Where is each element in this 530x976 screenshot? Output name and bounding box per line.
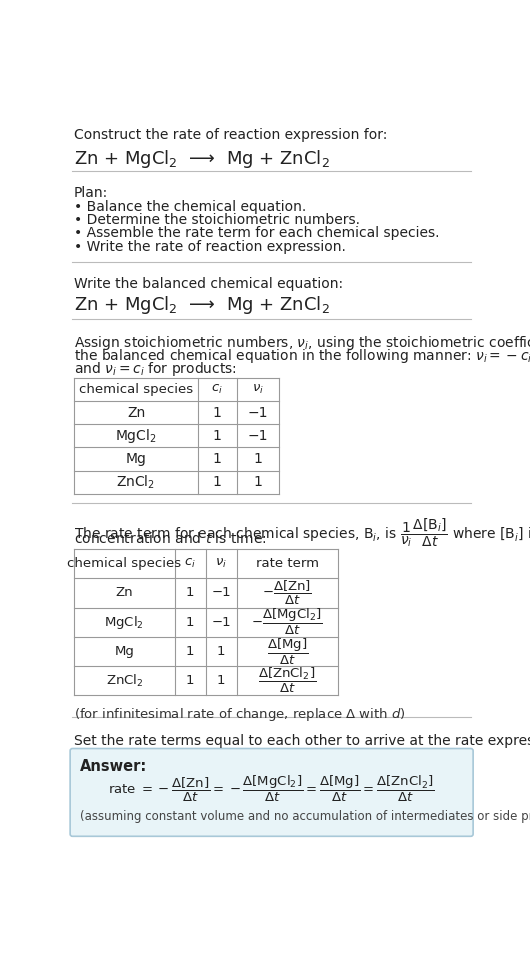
Text: $\dfrac{\Delta[\mathrm{Mg}]}{\Delta t}$: $\dfrac{\Delta[\mathrm{Mg}]}{\Delta t}$ (267, 636, 308, 667)
Text: Mg: Mg (126, 452, 146, 466)
Text: $\nu_i$: $\nu_i$ (215, 557, 227, 570)
Text: Plan:: Plan: (74, 186, 108, 200)
Text: Assign stoichiometric numbers, $\nu_i$, using the stoichiometric coefficients, $: Assign stoichiometric numbers, $\nu_i$, … (74, 334, 530, 352)
Text: 1: 1 (254, 452, 262, 466)
Text: Mg: Mg (114, 645, 134, 658)
Text: −1: −1 (211, 587, 231, 599)
Text: $\dfrac{\Delta[\mathrm{ZnCl_2}]}{\Delta t}$: $\dfrac{\Delta[\mathrm{ZnCl_2}]}{\Delta … (258, 667, 316, 695)
Text: 1: 1 (213, 406, 222, 420)
Text: chemical species: chemical species (79, 384, 193, 396)
Text: concentration and $t$ is time:: concentration and $t$ is time: (74, 531, 267, 547)
Text: 1: 1 (217, 645, 225, 658)
Text: 1: 1 (186, 645, 195, 658)
Text: (assuming constant volume and no accumulation of intermediates or side products): (assuming constant volume and no accumul… (80, 810, 530, 823)
Text: $\nu_i$: $\nu_i$ (252, 384, 264, 396)
Text: $-\dfrac{\Delta[\mathrm{MgCl_2}]}{\Delta t}$: $-\dfrac{\Delta[\mathrm{MgCl_2}]}{\Delta… (251, 607, 323, 637)
Text: and $\nu_i = c_i$ for products:: and $\nu_i = c_i$ for products: (74, 360, 237, 379)
Text: MgCl$_2$: MgCl$_2$ (104, 614, 144, 630)
Text: 1: 1 (213, 428, 222, 443)
Text: 1: 1 (213, 452, 222, 466)
FancyBboxPatch shape (70, 749, 473, 836)
Text: $c_i$: $c_i$ (211, 384, 223, 396)
Text: $c_i$: $c_i$ (184, 557, 196, 570)
Text: rate term: rate term (255, 557, 319, 570)
Text: −1: −1 (211, 616, 231, 629)
Text: 1: 1 (186, 674, 195, 687)
Text: $-\dfrac{\Delta[\mathrm{Zn}]}{\Delta t}$: $-\dfrac{\Delta[\mathrm{Zn}]}{\Delta t}$ (262, 579, 312, 607)
Text: • Balance the chemical equation.: • Balance the chemical equation. (74, 200, 306, 215)
Text: ZnCl$_2$: ZnCl$_2$ (117, 473, 156, 491)
Text: Zn + MgCl$_2$  ⟶  Mg + ZnCl$_2$: Zn + MgCl$_2$ ⟶ Mg + ZnCl$_2$ (74, 148, 330, 170)
Text: 1: 1 (254, 475, 262, 489)
Text: 1: 1 (213, 475, 222, 489)
Text: Zn: Zn (116, 587, 133, 599)
Text: • Determine the stoichiometric numbers.: • Determine the stoichiometric numbers. (74, 214, 360, 227)
Text: (for infinitesimal rate of change, replace Δ with $d$): (for infinitesimal rate of change, repla… (74, 707, 406, 723)
Text: • Assemble the rate term for each chemical species.: • Assemble the rate term for each chemic… (74, 226, 439, 240)
Text: the balanced chemical equation in the following manner: $\nu_i = -c_i$ for react: the balanced chemical equation in the fo… (74, 347, 530, 365)
Text: Zn + MgCl$_2$  ⟶  Mg + ZnCl$_2$: Zn + MgCl$_2$ ⟶ Mg + ZnCl$_2$ (74, 294, 330, 316)
Text: 1: 1 (217, 674, 225, 687)
Text: Answer:: Answer: (80, 758, 147, 774)
Text: rate $= -\dfrac{\Delta[\mathrm{Zn}]}{\Delta t} = -\dfrac{\Delta[\mathrm{MgCl_2}]: rate $= -\dfrac{\Delta[\mathrm{Zn}]}{\De… (108, 774, 435, 804)
Text: 1: 1 (186, 616, 195, 629)
Text: Zn: Zn (127, 406, 145, 420)
Text: The rate term for each chemical species, B$_i$, is $\dfrac{1}{\nu_i}\dfrac{\Delt: The rate term for each chemical species,… (74, 516, 530, 549)
Text: • Write the rate of reaction expression.: • Write the rate of reaction expression. (74, 239, 346, 254)
Text: Construct the rate of reaction expression for:: Construct the rate of reaction expressio… (74, 128, 387, 142)
Text: Write the balanced chemical equation:: Write the balanced chemical equation: (74, 277, 343, 291)
Text: MgCl$_2$: MgCl$_2$ (115, 427, 157, 445)
Text: ZnCl$_2$: ZnCl$_2$ (105, 672, 143, 689)
Text: chemical species: chemical species (67, 557, 181, 570)
Text: −1: −1 (248, 406, 268, 420)
Text: 1: 1 (186, 587, 195, 599)
Text: Set the rate terms equal to each other to arrive at the rate expression:: Set the rate terms equal to each other t… (74, 734, 530, 748)
Text: −1: −1 (248, 428, 268, 443)
